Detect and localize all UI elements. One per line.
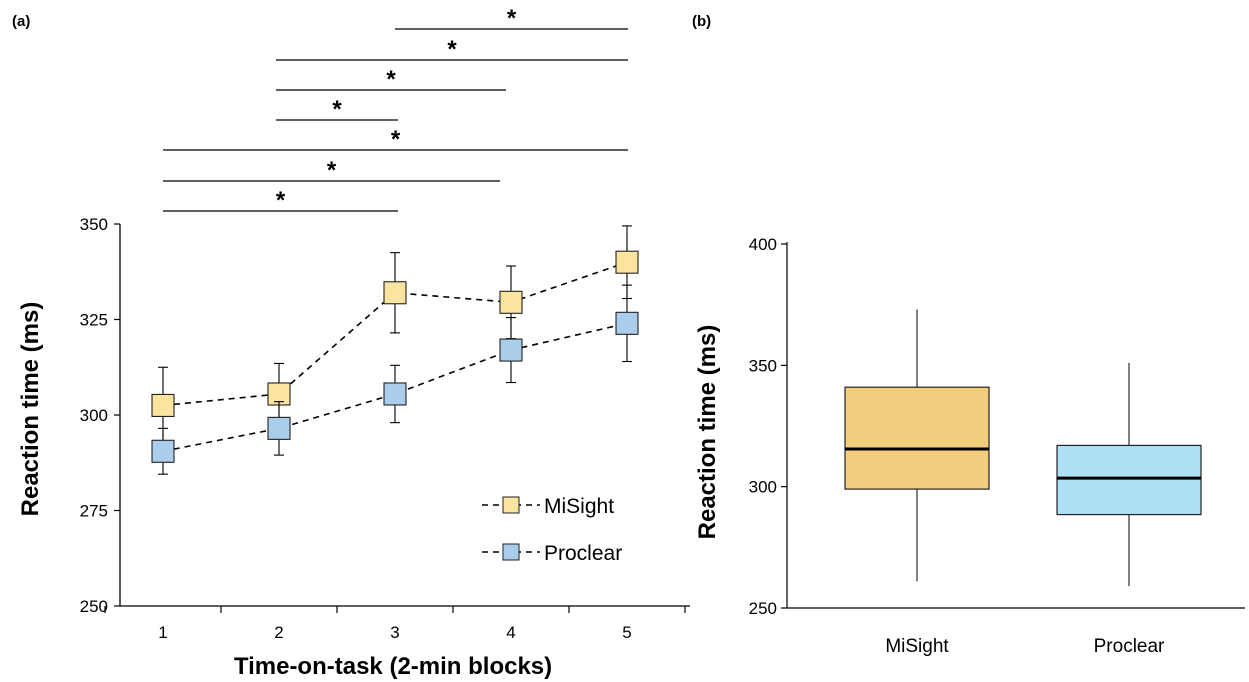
significance-star: * bbox=[332, 96, 342, 123]
data-point-proclear bbox=[615, 311, 639, 335]
data-point-misight bbox=[499, 290, 523, 314]
y-tick-label: 350 bbox=[749, 356, 777, 375]
data-point-misight bbox=[151, 393, 175, 418]
line-chart-panel-a: 250 275 300 325 350 1 2 3 4 5 Time-on-task (2-min … bbox=[17, 5, 690, 680]
legend-marker bbox=[502, 496, 520, 514]
series-line-misight bbox=[162, 261, 628, 407]
y-tick-label: 350 bbox=[80, 215, 108, 234]
y-tick-label: 400 bbox=[749, 235, 777, 254]
x-axis-title: Time-on-task (2-min blocks) bbox=[234, 653, 552, 680]
category-label: Proclear bbox=[1094, 636, 1165, 657]
data-point-proclear bbox=[499, 338, 523, 362]
significance-star: * bbox=[391, 126, 401, 153]
significance-star: * bbox=[327, 157, 337, 184]
y-axis-title: Reaction time (ms) bbox=[694, 325, 721, 540]
data-point-misight bbox=[615, 250, 639, 274]
panel-b-label: (b) bbox=[692, 13, 711, 30]
box-plot-panel-b: 250 300 350 400 Reaction time (ms) MiSight Pro… bbox=[694, 235, 1245, 657]
significance-star: * bbox=[447, 36, 457, 63]
box-misight bbox=[844, 386, 990, 490]
x-tick-label: 2 bbox=[274, 623, 283, 642]
data-point-misight bbox=[383, 281, 407, 305]
y-tick-label: 300 bbox=[80, 406, 108, 425]
data-point-proclear bbox=[267, 416, 291, 440]
data-point-proclear bbox=[151, 439, 175, 463]
y-tick-label: 250 bbox=[749, 599, 777, 618]
legend-label: Proclear bbox=[544, 542, 622, 565]
x-tick-label: 4 bbox=[506, 623, 515, 642]
y-tick-label: 325 bbox=[80, 311, 108, 330]
significance-star: * bbox=[507, 5, 517, 32]
y-axis-title: Reaction time (ms) bbox=[17, 302, 44, 517]
series-line-proclear bbox=[162, 322, 628, 453]
significance-star: * bbox=[276, 187, 286, 214]
data-point-proclear bbox=[383, 382, 407, 406]
y-tick-label: 275 bbox=[80, 502, 108, 521]
panel-a-label: (a) bbox=[12, 13, 30, 30]
category-label: MiSight bbox=[885, 636, 949, 657]
y-tick-label: 250 bbox=[80, 597, 108, 616]
x-tick-label: 1 bbox=[158, 623, 167, 642]
x-tick-label: 3 bbox=[390, 623, 399, 642]
x-tick-label: 5 bbox=[622, 623, 631, 642]
y-tick-label: 300 bbox=[749, 478, 777, 497]
legend-marker bbox=[502, 543, 520, 561]
significance-star: * bbox=[386, 66, 396, 93]
box-proclear bbox=[1056, 444, 1202, 516]
legend-label: MiSight bbox=[544, 495, 614, 518]
